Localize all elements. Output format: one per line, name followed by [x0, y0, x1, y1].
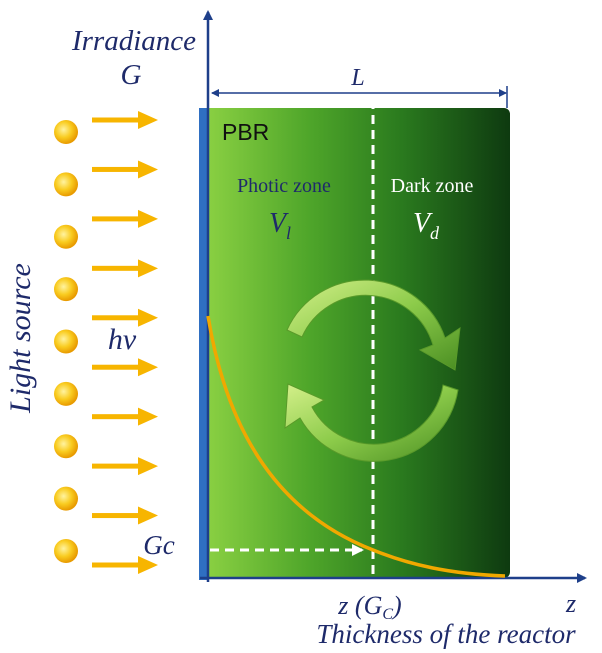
light-dark-cycle-icon [284, 279, 461, 462]
sun-icon [54, 329, 78, 354]
reactor-label: PBR [222, 119, 269, 145]
light-arrow-icon [92, 160, 158, 179]
width-symbol: L [350, 65, 364, 91]
light-arrow-icon [92, 259, 158, 278]
reactor-wall [199, 108, 207, 580]
critical-irradiance-label: Gc [143, 530, 174, 560]
light-arrow-icon [92, 358, 158, 377]
x-axis-symbol: z [565, 589, 576, 618]
reactor-body [200, 108, 510, 578]
light-arrow-icon [92, 556, 158, 574]
sun-icon [54, 224, 78, 249]
x-axis-title: Thickness of the reactor [316, 619, 576, 649]
sun-icon [54, 381, 78, 406]
photon-label: hv [108, 323, 137, 356]
sun-icon [54, 277, 78, 302]
sun-icon [54, 434, 78, 459]
irradiance-curve [206, 315, 506, 578]
light-arrow-icon [92, 308, 158, 327]
light-source-label: Light source [4, 263, 37, 414]
light-arrow-icon [92, 506, 158, 525]
y-axis-title: Irradiance [71, 25, 196, 57]
light-source-suns [54, 120, 78, 563]
sun-icon [54, 120, 78, 144]
light-arrow-icon [92, 457, 158, 476]
light-arrow-icon [92, 407, 158, 426]
y-axis-symbol: G [121, 59, 142, 91]
photic-zone-label: Photic zone [237, 175, 331, 197]
photic-volume-label: Vl [269, 208, 291, 243]
sun-icon [54, 172, 78, 197]
light-rays [92, 111, 158, 574]
sun-icon [54, 486, 78, 511]
light-arrow-icon [92, 111, 158, 129]
light-arrow-icon [92, 209, 158, 228]
dark-zone-label: Dark zone [391, 175, 474, 197]
critical-depth-label: z (GC) [337, 591, 401, 623]
sun-icon [54, 539, 78, 563]
dark-volume-label: Vd [413, 208, 440, 243]
